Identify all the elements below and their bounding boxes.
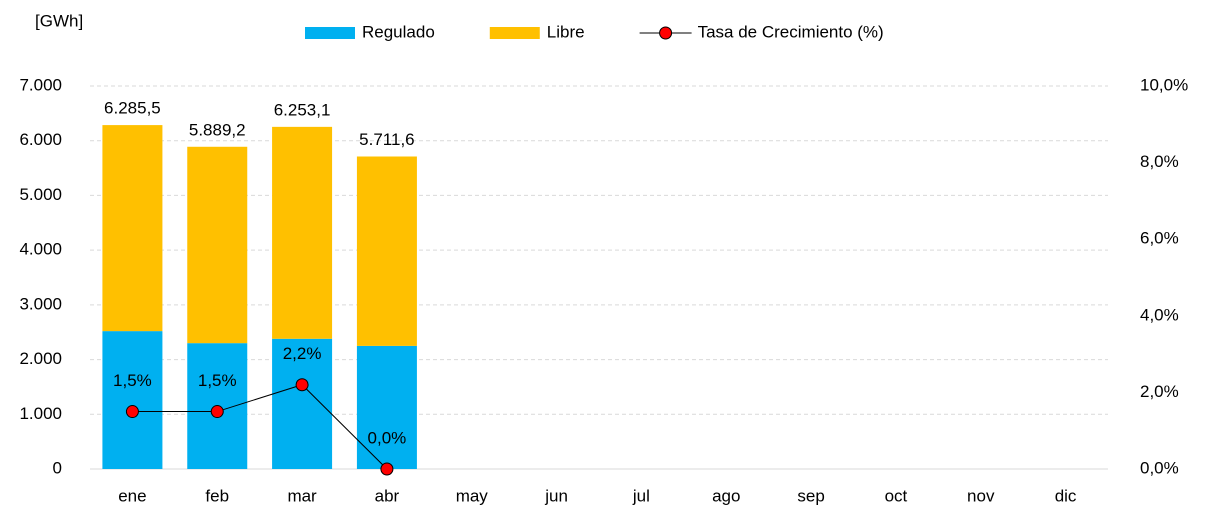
bar-segment — [356, 156, 417, 346]
total-label: 6.285,5 — [104, 99, 161, 118]
growth-line — [132, 384, 388, 470]
y-tick-label: 2.000 — [19, 349, 62, 368]
y-tick-label: 7.000 — [19, 75, 62, 94]
bar-segment — [272, 126, 333, 339]
unit-label: [GWh] — [35, 11, 83, 30]
y-tick-label: 6.000 — [19, 130, 62, 149]
legend-label: Tasa de Crecimiento (%) — [698, 22, 884, 41]
y-tick-label: 3.000 — [19, 294, 62, 313]
legend-label: Regulado — [362, 22, 435, 41]
x-tick-label: sep — [797, 486, 824, 505]
growth-label: 0,0% — [368, 428, 407, 447]
x-tick-label: ago — [712, 486, 740, 505]
y2-tick-label: 0,0% — [1140, 458, 1179, 477]
y2-tick-label: 2,0% — [1140, 382, 1179, 401]
bar-segment — [272, 338, 333, 469]
bar-segment — [102, 125, 163, 332]
x-tick-label: oct — [885, 486, 908, 505]
bar-segment — [187, 146, 248, 344]
growth-label: 1,5% — [113, 371, 152, 390]
growth-marker — [210, 405, 224, 419]
growth-label: 2,2% — [283, 344, 322, 363]
y-tick-label: 5.000 — [19, 185, 62, 204]
x-tick-label: may — [456, 486, 489, 505]
growth-marker — [125, 405, 139, 419]
x-tick-label: feb — [205, 486, 229, 505]
y2-tick-label: 4,0% — [1140, 305, 1179, 324]
y2-tick-label: 6,0% — [1140, 229, 1179, 248]
bar-segment — [356, 345, 417, 469]
x-tick-label: abr — [375, 486, 400, 505]
y-tick-label: 1.000 — [19, 404, 62, 423]
x-tick-label: dic — [1055, 486, 1077, 505]
total-label: 6.253,1 — [274, 100, 331, 119]
legend-label: Libre — [547, 22, 585, 41]
total-label: 5.889,2 — [189, 120, 246, 139]
x-tick-label: mar — [287, 486, 317, 505]
y2-tick-label: 10,0% — [1140, 75, 1188, 94]
x-tick-label: jun — [544, 486, 568, 505]
x-tick-label: ene — [118, 486, 146, 505]
bar-segment — [102, 331, 163, 469]
total-label: 5.711,6 — [359, 130, 414, 149]
legend-swatch — [489, 27, 540, 39]
x-tick-label: nov — [967, 486, 995, 505]
y-tick-label: 0 — [53, 458, 62, 477]
y2-tick-label: 8,0% — [1140, 152, 1179, 171]
x-tick-label: jul — [632, 486, 650, 505]
legend-marker — [659, 26, 673, 40]
growth-marker — [380, 462, 394, 476]
growth-marker — [295, 378, 309, 392]
y-tick-label: 4.000 — [19, 240, 62, 259]
legend-swatch — [305, 27, 355, 39]
growth-label: 1,5% — [198, 371, 237, 390]
